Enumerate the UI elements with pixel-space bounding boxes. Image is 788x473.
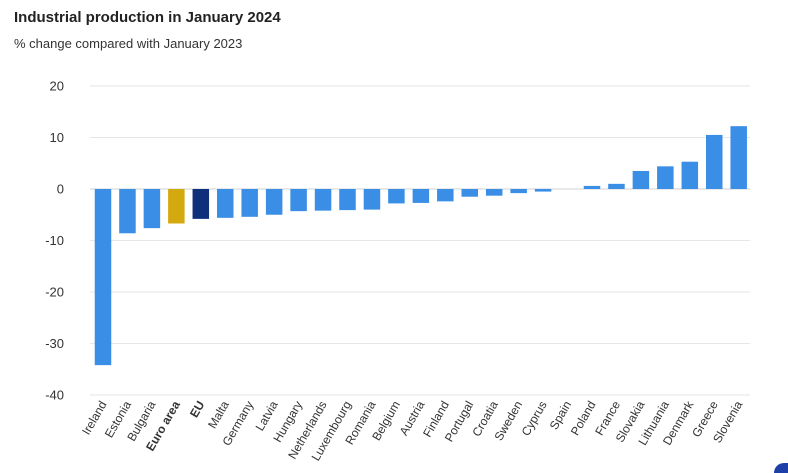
bar[interactable] xyxy=(412,189,430,203)
y-tick-label: -40 xyxy=(45,388,64,403)
bar[interactable] xyxy=(339,189,356,211)
bar[interactable] xyxy=(143,189,161,229)
bar[interactable] xyxy=(265,189,283,215)
bar[interactable] xyxy=(681,161,699,189)
bar[interactable] xyxy=(192,189,210,219)
bar[interactable] xyxy=(608,183,625,189)
x-tick-label: EU xyxy=(187,399,207,420)
grid-lines xyxy=(90,85,750,396)
bar[interactable] xyxy=(217,189,234,218)
chart-subtitle: % change compared with January 2023 xyxy=(14,36,243,51)
bar[interactable] xyxy=(388,189,405,204)
bars xyxy=(94,126,747,366)
y-tick-label: 10 xyxy=(50,130,64,145)
bar[interactable] xyxy=(168,189,185,224)
y-tick-label: -20 xyxy=(45,285,64,300)
y-axis-ticks: 20 10 0 -10 -20 -30 -40 xyxy=(45,79,64,403)
chart-title: Industrial production in January 2024 xyxy=(14,9,281,26)
y-tick-label: 0 xyxy=(57,182,64,197)
bar[interactable] xyxy=(657,166,674,189)
bar[interactable] xyxy=(290,189,307,212)
bar[interactable] xyxy=(583,185,601,189)
bar[interactable] xyxy=(94,189,112,366)
y-tick-label: 20 xyxy=(50,79,64,94)
bar[interactable] xyxy=(241,189,258,217)
bar[interactable] xyxy=(314,189,332,211)
bar[interactable] xyxy=(461,189,479,197)
corner-decoration xyxy=(774,463,788,473)
bar[interactable] xyxy=(730,126,747,189)
bar[interactable] xyxy=(510,189,527,194)
bar[interactable] xyxy=(119,189,136,234)
bar[interactable] xyxy=(437,189,454,202)
bar[interactable] xyxy=(632,170,650,189)
y-tick-label: -10 xyxy=(45,233,64,248)
bar[interactable] xyxy=(363,189,381,210)
bar[interactable] xyxy=(706,134,723,189)
y-tick-label: -30 xyxy=(45,336,64,351)
bar[interactable] xyxy=(485,189,503,196)
bar[interactable] xyxy=(534,189,552,192)
